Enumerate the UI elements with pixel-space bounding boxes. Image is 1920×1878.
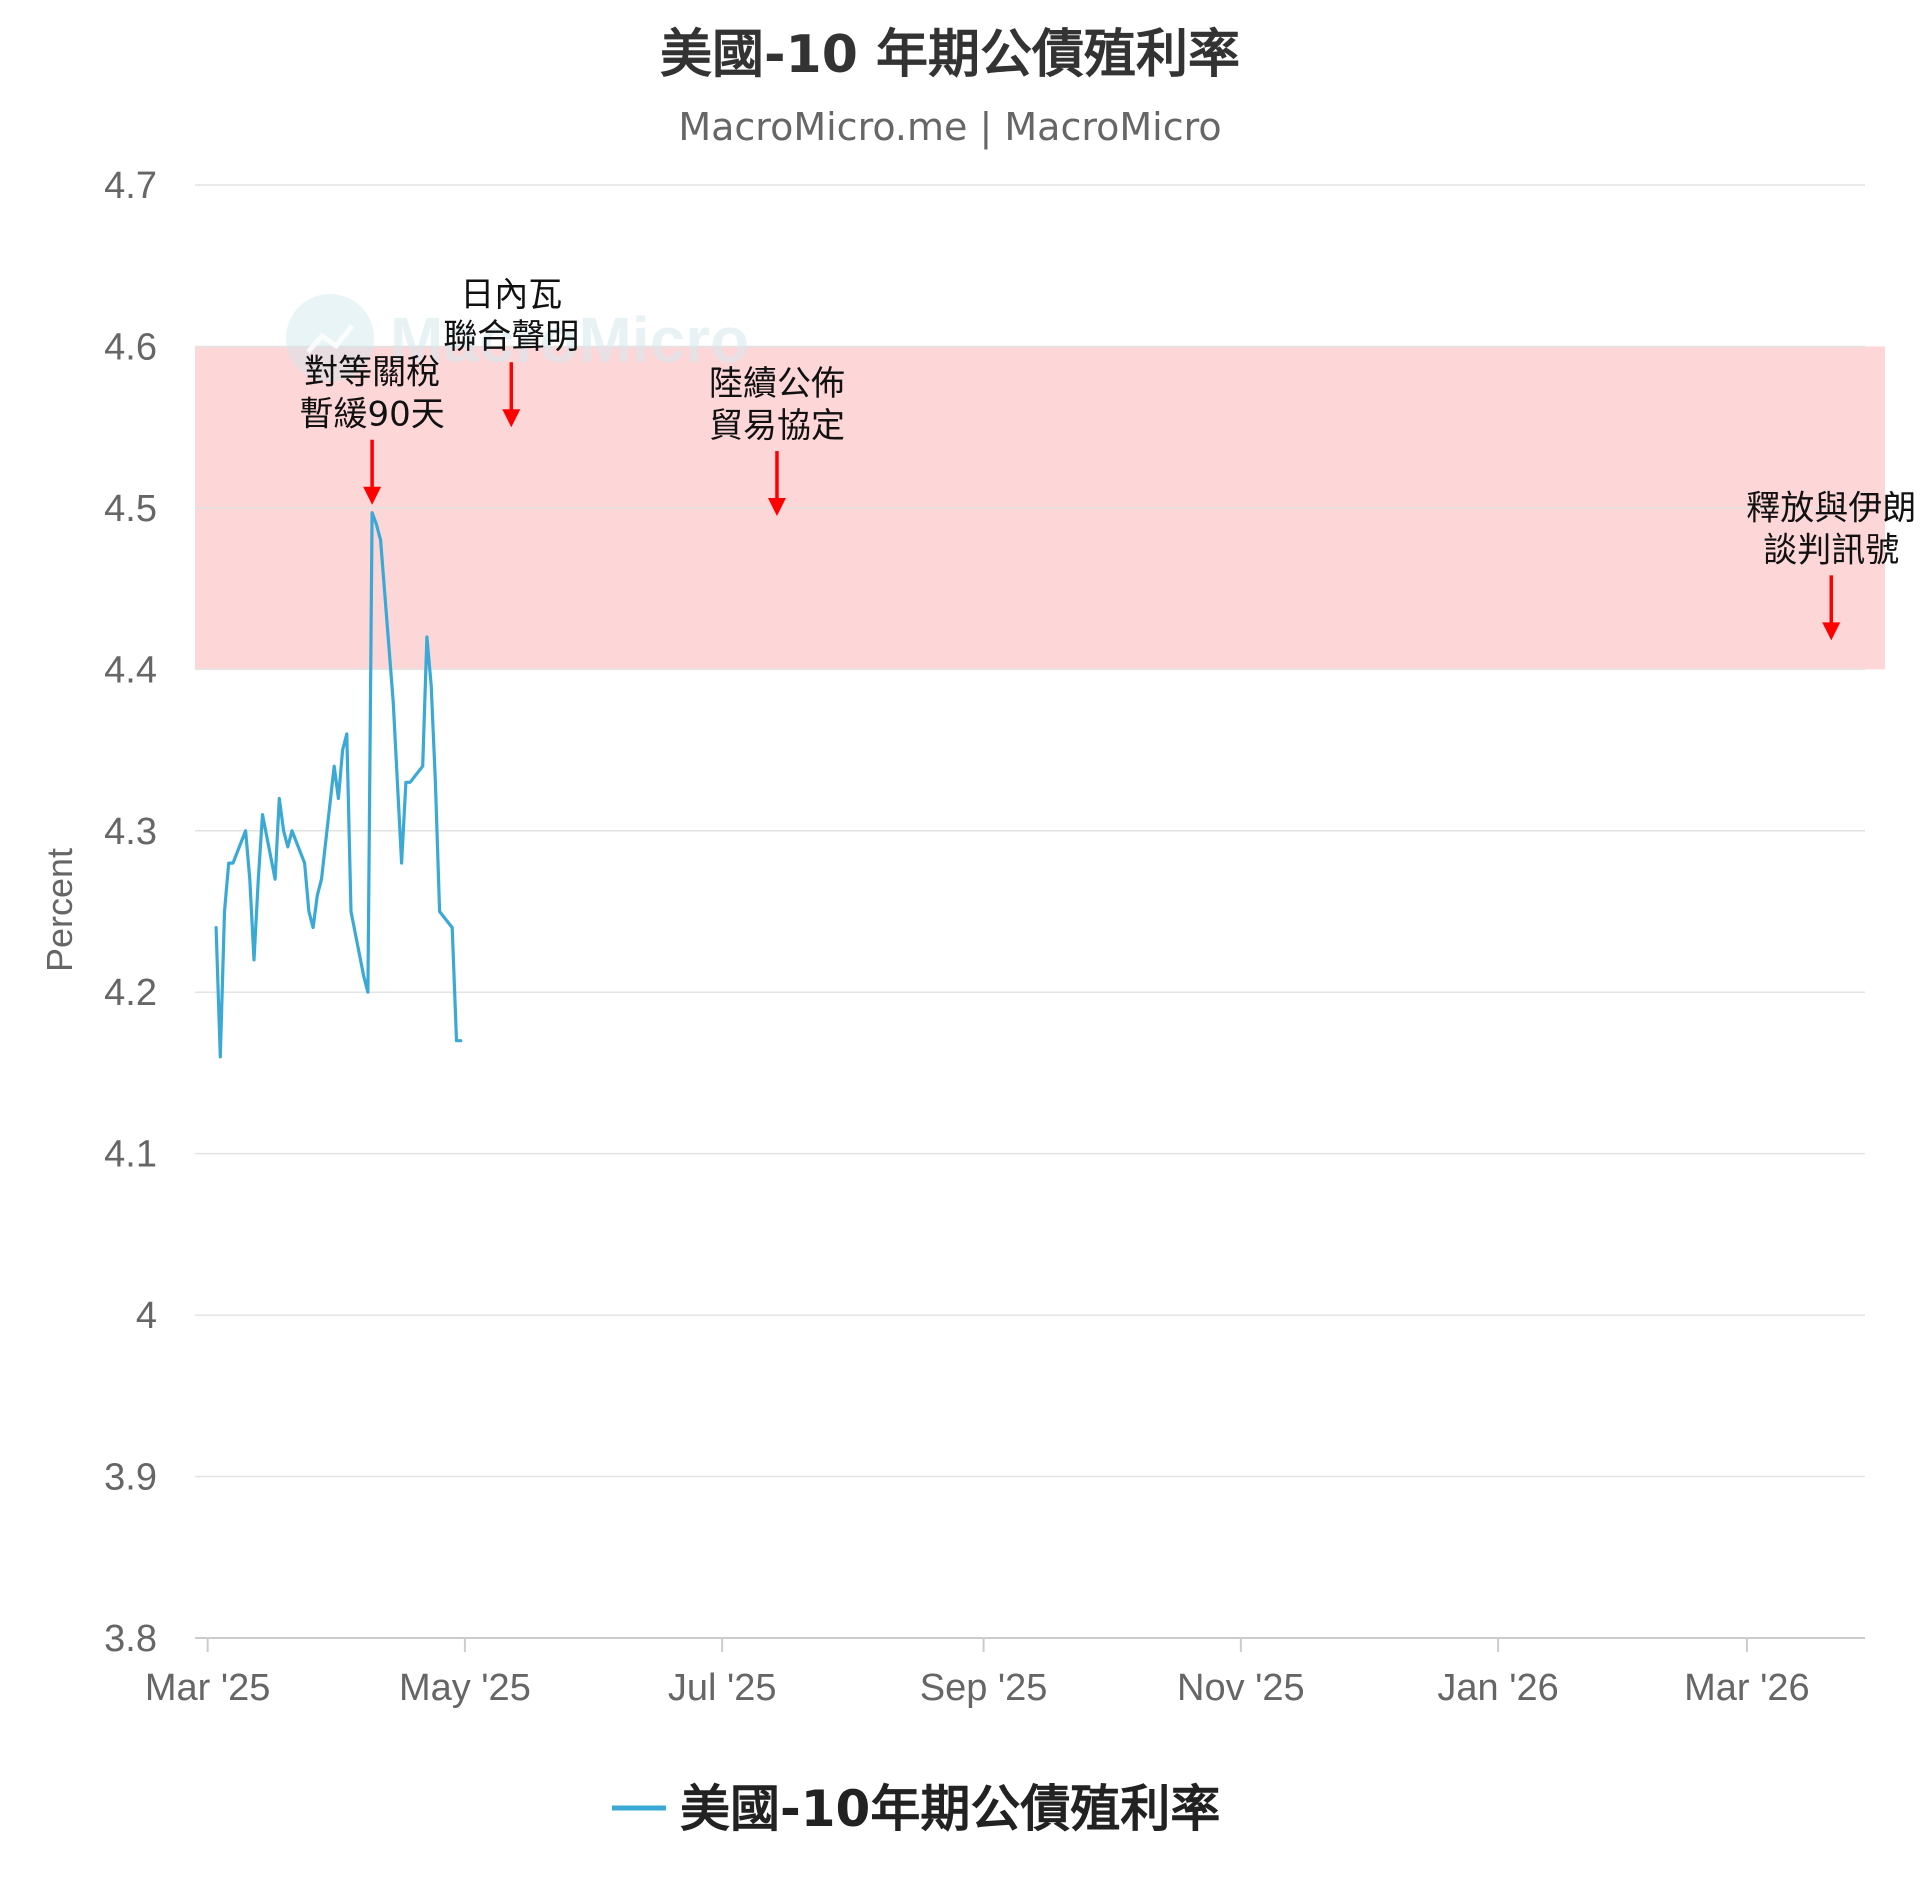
watermark-logo-line-icon xyxy=(306,324,354,354)
chart-title: 美國-10 年期公債殖利率 xyxy=(660,25,1240,85)
y-tick-label: 4.4 xyxy=(104,649,157,691)
y-tick-label: 4.3 xyxy=(104,811,157,853)
y-tick-label: 4.2 xyxy=(104,972,157,1014)
annotation-arrow-head xyxy=(767,498,786,517)
y-axis: 4.7 4.6 4.5 4.4 4.3 4.2 4.1 4 3.9 3.8 xyxy=(104,165,157,1660)
annotation-arrow-head xyxy=(1822,622,1841,641)
x-tick-label: Mar '25 xyxy=(145,1667,271,1709)
x-tick-label: May '25 xyxy=(399,1667,531,1709)
annotation-text: 陸續公佈 xyxy=(709,364,845,404)
series-layer xyxy=(214,511,463,1059)
chart-subtitle: MacroMicro.me | MacroMicro xyxy=(678,105,1221,150)
y-tick-label: 4.5 xyxy=(104,488,157,530)
annotation-arrow-head xyxy=(363,486,382,505)
x-tick-label: Jan '26 xyxy=(1437,1667,1558,1709)
x-tick-label: Mar '26 xyxy=(1684,1667,1810,1709)
annotation-text: 暫緩90天 xyxy=(299,395,444,435)
watermark: MacroMicro xyxy=(286,294,749,382)
legend-label[interactable]: 美國-10年期公債殖利率 xyxy=(680,1780,1220,1838)
y-tick-label: 4.6 xyxy=(104,326,157,368)
watermark-text: MacroMicro xyxy=(390,304,749,376)
y-axis-label: Percent xyxy=(39,848,80,972)
annotation-text: 貿易協定 xyxy=(709,406,845,446)
x-tick-label: Sep '25 xyxy=(920,1667,1048,1709)
annotation-text: 對等關稅 xyxy=(304,353,440,393)
legend[interactable]: 美國-10年期公債殖利率 xyxy=(612,1780,1220,1838)
y-tick-label: 4.7 xyxy=(104,165,157,207)
series-line xyxy=(214,511,463,1059)
x-tick-label: Jul '25 xyxy=(668,1667,777,1709)
annotation-text: 釋放與伊朗 xyxy=(1746,488,1916,528)
y-tick-label: 4 xyxy=(136,1295,157,1337)
watermark-logo-icon xyxy=(286,294,374,382)
y-tick-label: 4.1 xyxy=(104,1134,157,1176)
annotation-text: 談判訊號 xyxy=(1763,530,1899,570)
x-axis: Mar '25 May '25 Jul '25 Sep '25 Nov '25 Jan '… xyxy=(145,1637,1865,1709)
x-tick-label: Nov '25 xyxy=(1177,1667,1305,1709)
annotation-text: 聯合聲明 xyxy=(443,317,579,357)
annotation-arrow-head xyxy=(502,409,521,428)
y-tick-label: 3.9 xyxy=(104,1457,157,1499)
annotation-text: 日內瓦 xyxy=(460,275,562,315)
y-tick-label: 3.8 xyxy=(104,1618,157,1660)
